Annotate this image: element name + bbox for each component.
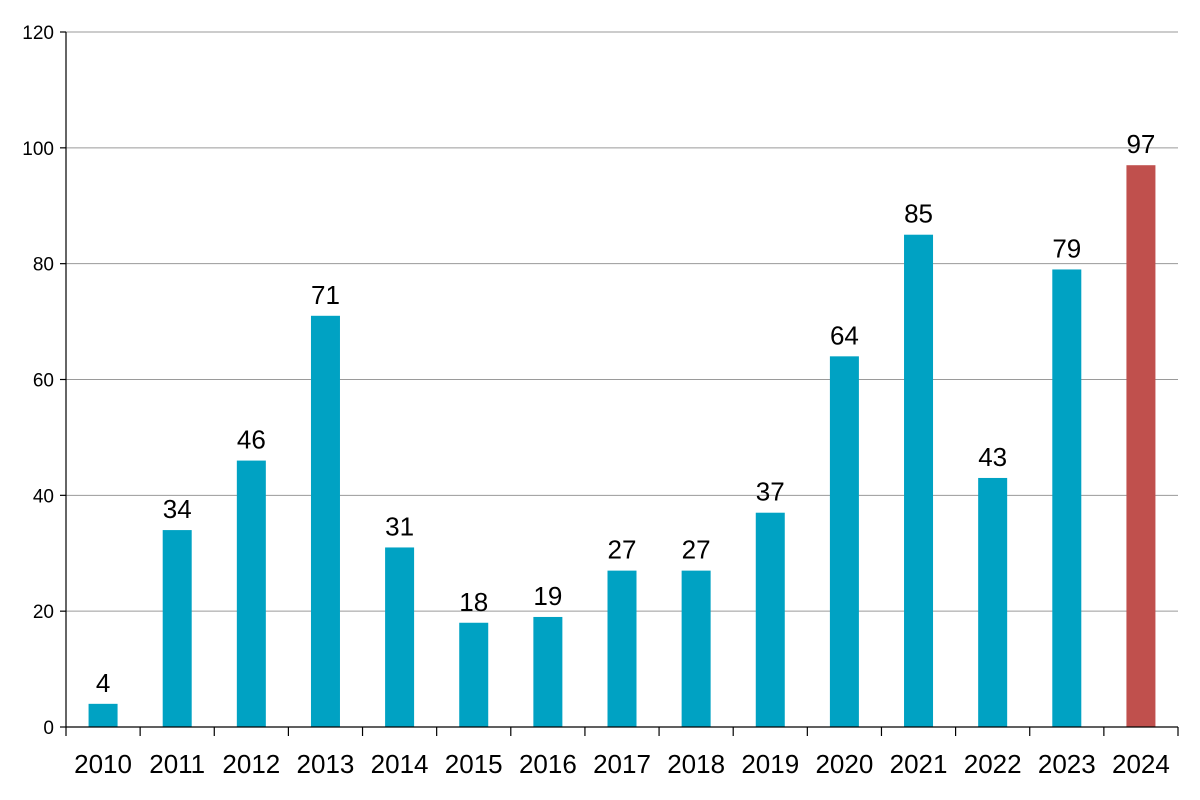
x-tick-label-2024: 2024 (1112, 749, 1170, 779)
data-label-2024: 97 (1126, 129, 1155, 159)
x-tick-label-2022: 2022 (964, 749, 1022, 779)
x-tick-label-2011: 2011 (149, 749, 205, 779)
bar-2017 (607, 570, 637, 727)
data-label-2010: 4 (96, 668, 110, 698)
y-tick-label: 40 (33, 486, 54, 507)
x-tick-label-2013: 2013 (297, 749, 355, 779)
y-tick-label: 80 (33, 255, 54, 276)
x-tick-label-2010: 2010 (74, 749, 132, 779)
y-tick-label: 60 (33, 371, 54, 392)
data-label-2021: 85 (904, 199, 933, 229)
data-label-2016: 19 (533, 581, 562, 611)
data-labels: 4 34 46 71 31 18 19 27 27 37 64 85 43 79 97 (96, 129, 1156, 698)
x-tick-label-2016: 2016 (519, 749, 577, 779)
y-tick-label: 0 (43, 718, 54, 739)
x-tick-label-2015: 2015 (445, 749, 503, 779)
data-label-2015: 18 (459, 587, 488, 617)
data-label-2018: 27 (682, 535, 711, 565)
bar-2013 (310, 315, 340, 727)
bar-2024 (1126, 165, 1156, 728)
data-label-2019: 37 (756, 477, 785, 507)
data-label-2013: 71 (311, 280, 340, 310)
axes: 0 20 40 60 80 100 120 2010 2011 2012 2013 2014 2015 2… (22, 23, 1179, 779)
x-tick-label-2017: 2017 (593, 749, 651, 779)
bar-2020 (829, 356, 859, 727)
y-tick-label: 100 (22, 139, 54, 160)
data-label-2012: 46 (237, 425, 266, 455)
bar-2010 (88, 703, 118, 727)
bars (88, 165, 1156, 728)
data-label-2017: 27 (608, 535, 637, 565)
data-label-2011: 34 (163, 494, 192, 524)
data-label-2023: 79 (1052, 233, 1081, 263)
bar-2015 (459, 622, 489, 727)
bar-2019 (755, 512, 785, 727)
bar-2021 (904, 234, 934, 728)
x-tick-label-2019: 2019 (741, 749, 799, 779)
x-tick-label-2012: 2012 (222, 749, 280, 779)
data-label-2022: 43 (978, 442, 1007, 472)
bar-2018 (681, 570, 711, 727)
bar-2014 (385, 547, 415, 727)
y-tick-label: 20 (33, 602, 54, 623)
data-label-2014: 31 (385, 511, 414, 541)
bar-2022 (978, 477, 1008, 727)
x-tick-label-2023: 2023 (1038, 749, 1096, 779)
bar-2023 (1052, 269, 1082, 727)
x-tick-label-2018: 2018 (667, 749, 725, 779)
bar-2012 (236, 460, 266, 727)
y-tick-label: 120 (22, 23, 54, 44)
data-label-2020: 64 (830, 320, 859, 350)
x-tick-label-2020: 2020 (815, 749, 873, 779)
bar-2016 (533, 616, 563, 727)
gridlines (66, 31, 1178, 612)
x-tick-label-2021: 2021 (890, 749, 948, 779)
bar-2011 (162, 530, 192, 727)
x-tick-label-2014: 2014 (371, 749, 429, 779)
